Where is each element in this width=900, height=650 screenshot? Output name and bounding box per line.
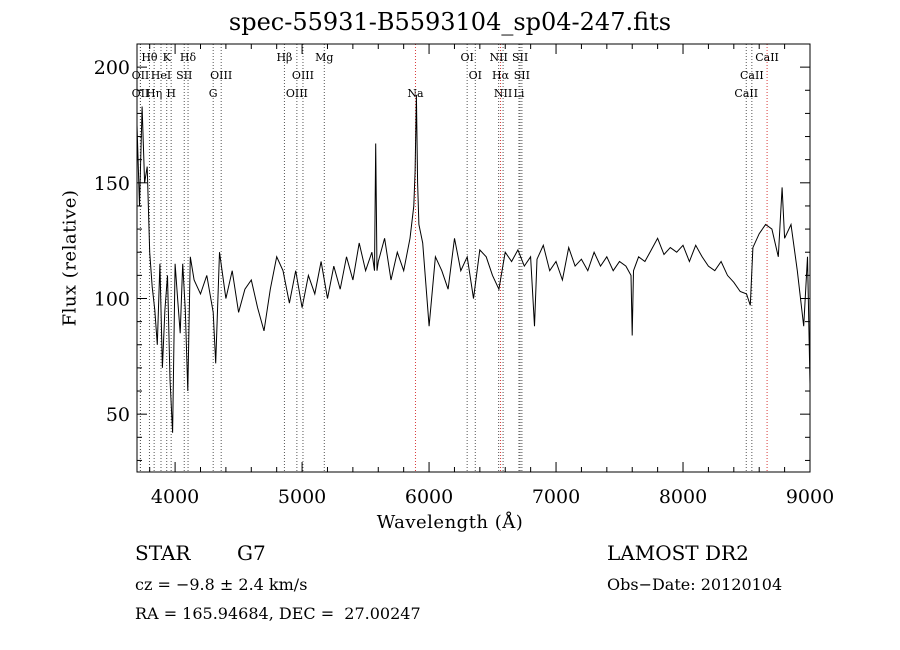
spectral-line-label: NII — [494, 87, 512, 100]
object-subclass: G7 — [237, 541, 266, 565]
observation-date: Obs−Date: 20120104 — [607, 575, 783, 594]
spectral-line-label: Hη — [146, 87, 162, 100]
spectral-line-label: CaII — [740, 69, 764, 82]
spectrum-series — [136, 94, 811, 433]
spectral-line-label: OI — [469, 69, 482, 82]
spectral-line-label: OII — [132, 69, 150, 82]
survey-name: LAMOST DR2 — [607, 541, 749, 565]
spectral-line-label: OIII — [210, 69, 232, 82]
x-tick-label: 8000 — [659, 486, 707, 508]
y-axis-label: Flux (relative) — [59, 189, 81, 327]
spectral-line-label: Na — [407, 87, 424, 100]
redshift-velocity: cz = −9.8 ± 2.4 km/s — [135, 575, 308, 594]
spectral-line-label: OII — [132, 87, 150, 100]
spectral-line-label: Hδ — [180, 51, 197, 64]
object-class: STAR — [135, 541, 191, 565]
y-tick-label: 100 — [94, 288, 130, 310]
spectral-line-label: Hβ — [276, 51, 292, 64]
spectral-line-label: CaII — [734, 87, 758, 100]
y-tick-label: 50 — [106, 404, 130, 426]
spectral-line-label: Mg — [315, 51, 333, 64]
spectral-line-label: Hθ — [141, 51, 158, 64]
spectral-line-label: CaII — [755, 51, 779, 64]
spectral-line-label: SII — [512, 51, 528, 64]
x-tick-label: 7000 — [532, 486, 580, 508]
coordinates: RA = 165.94684, DEC = 27.00247 — [135, 604, 421, 623]
spectral-line-label: OIII — [292, 69, 314, 82]
spectral-line-label: G — [209, 87, 218, 100]
x-tick-label: 4000 — [151, 486, 199, 508]
x-tick-label: 9000 — [786, 486, 834, 508]
spectral-line-label: OI — [460, 51, 473, 64]
spectral-line-label: SII — [514, 69, 530, 82]
y-tick-label: 200 — [94, 57, 130, 79]
x-axis-label: Wavelength (Å) — [376, 512, 524, 533]
spectral-line-label: SII — [176, 69, 192, 82]
spectral-line-label: OIII — [286, 87, 308, 100]
spectral-line-label: HeI — [151, 69, 171, 82]
spectral-line-label: Hα — [492, 69, 510, 82]
plot-frame — [136, 43, 811, 473]
y-tick-label: 150 — [94, 173, 130, 195]
spectral-line-label: H — [166, 87, 176, 100]
x-tick-label: 6000 — [405, 486, 453, 508]
spectral-line-label: Li — [514, 87, 525, 100]
spectrum-line — [136, 94, 811, 433]
x-tick-label: 5000 — [278, 486, 326, 508]
spectral-line-label: K — [163, 51, 172, 64]
axis-ticks: 4000 5000 6000 7000 8000 9000 50 100 150 200 — [94, 44, 834, 508]
chart-title: spec-55931-B5593104_sp04-247.fits — [228, 8, 672, 36]
spectral-line-markers — [139, 44, 768, 472]
spectral-line-label: NII — [489, 51, 507, 64]
